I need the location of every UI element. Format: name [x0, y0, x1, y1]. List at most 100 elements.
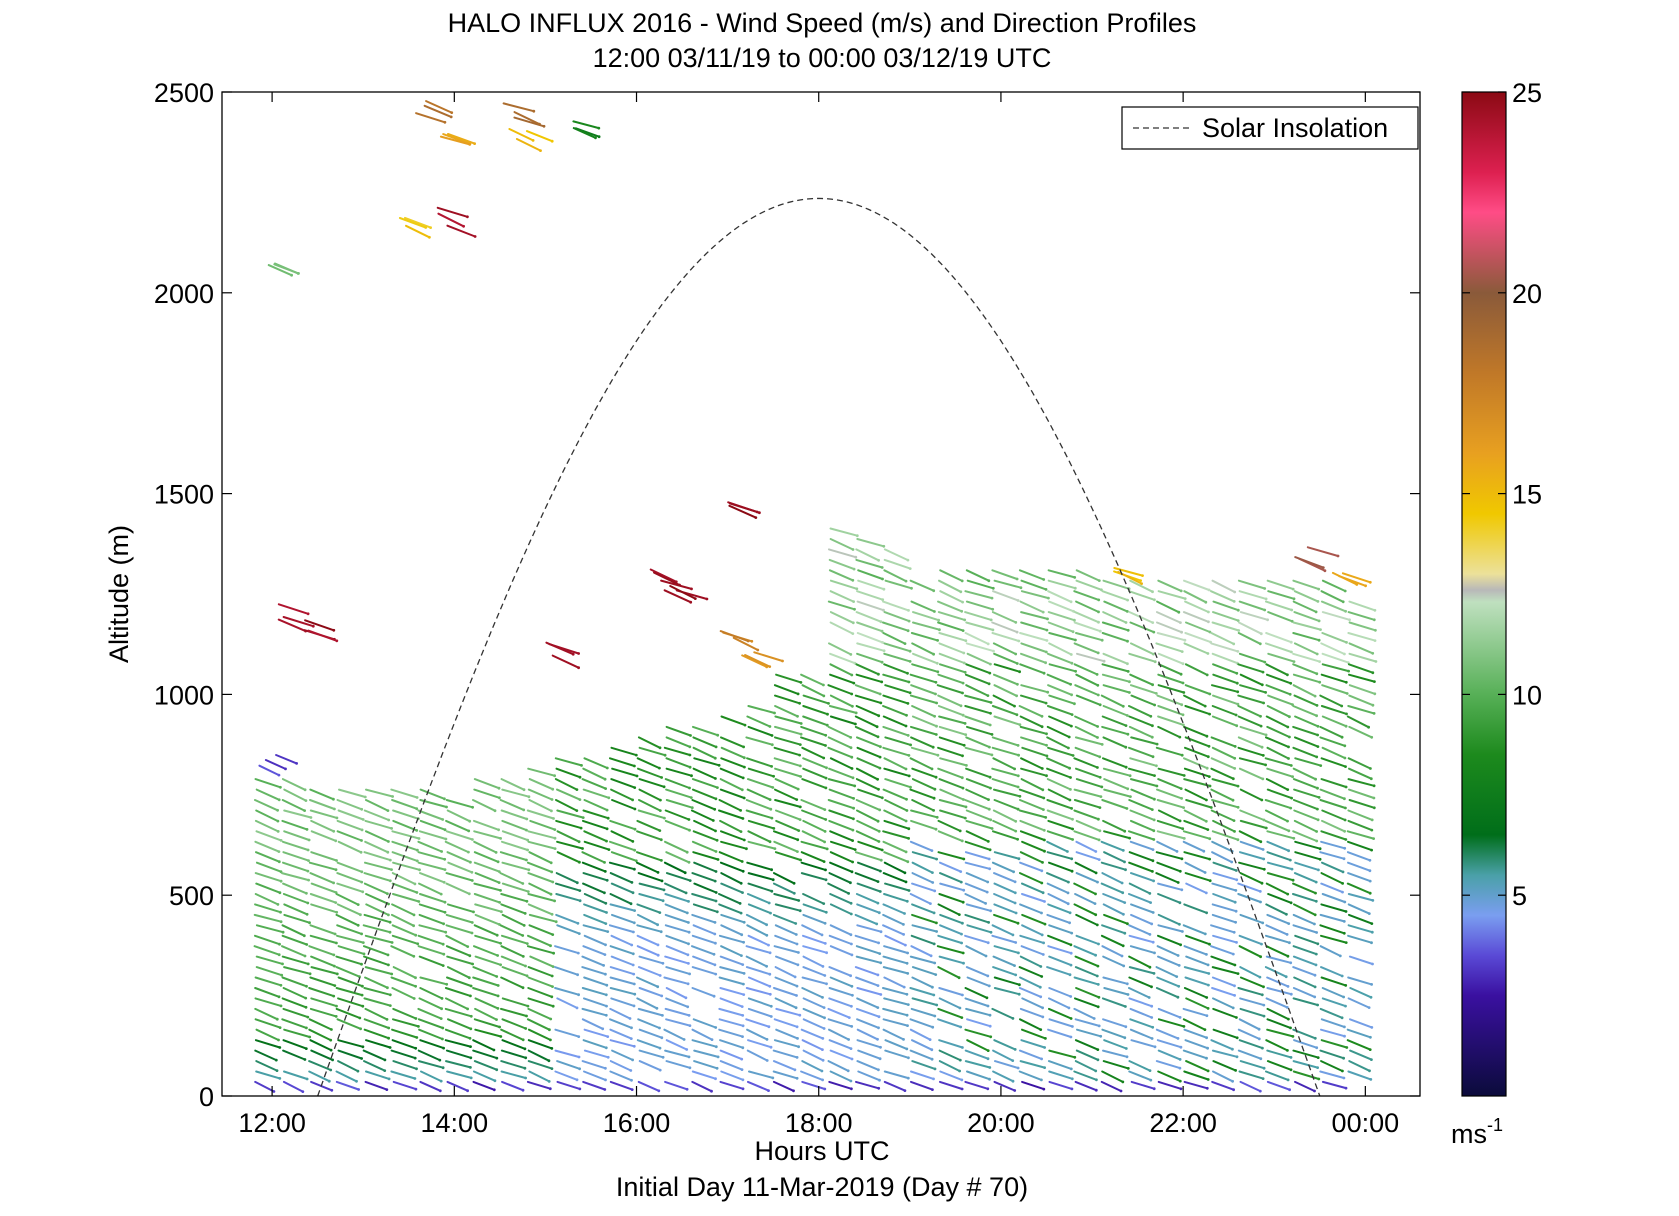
- wind-barb-head: [1289, 992, 1293, 996]
- wind-barb: [391, 903, 415, 916]
- wind-barb-head: [960, 839, 964, 843]
- wind-barb-head: [758, 511, 761, 515]
- wind-barb: [720, 757, 746, 769]
- wind-barb-head: [1178, 901, 1182, 905]
- wind-barb: [473, 1060, 498, 1071]
- wind-barb: [663, 861, 687, 874]
- wind-barb: [1183, 1080, 1209, 1090]
- wind-barb-head: [1070, 1077, 1074, 1081]
- wind-barb: [365, 830, 390, 843]
- wind-barb-head: [770, 816, 774, 820]
- wind-barb-head: [714, 891, 718, 894]
- wind-barb: [1321, 652, 1350, 664]
- wind-barb: [1183, 966, 1210, 975]
- wind-barb-head: [332, 797, 335, 801]
- wind-barb-head: [880, 848, 884, 852]
- wind-barb-head: [526, 1004, 530, 1008]
- wind-barb: [1319, 736, 1346, 747]
- wind-barb-head: [769, 1015, 773, 1018]
- wind-barb-head: [658, 1068, 662, 1072]
- wind-barb-head: [797, 951, 800, 954]
- wind-barb: [1156, 1039, 1182, 1049]
- wind-barb: [965, 684, 989, 697]
- wind-barb-head: [1099, 1034, 1103, 1038]
- wind-barb-head: [629, 1069, 633, 1072]
- wind-barb: [883, 997, 910, 1006]
- wind-barb: [1047, 569, 1076, 579]
- wind-barb-head: [1094, 1069, 1098, 1073]
- wind-barb-head: [938, 628, 941, 632]
- wind-barb-head: [1100, 743, 1104, 746]
- wind-barb: [308, 1028, 332, 1042]
- wind-barb: [308, 1070, 331, 1083]
- wind-barb: [909, 673, 937, 684]
- wind-barb: [253, 913, 283, 923]
- wind-barb-head: [1017, 951, 1020, 955]
- wind-barb-head: [1041, 891, 1045, 895]
- wind-barb-head: [740, 933, 744, 937]
- wind-barb: [500, 1049, 527, 1059]
- wind-barb-head: [550, 139, 554, 143]
- wind-barb-head: [418, 868, 421, 872]
- wind-barb: [392, 893, 420, 903]
- wind-barb: [1157, 955, 1181, 967]
- wind-barb-head: [281, 962, 284, 966]
- wind-barb: [1182, 1049, 1208, 1060]
- wind-barb: [1155, 872, 1180, 884]
- wind-barb: [664, 924, 691, 934]
- wind-barb: [746, 1028, 768, 1041]
- wind-barb-head: [594, 136, 597, 140]
- wind-barb: [882, 830, 910, 840]
- wind-barb-head: [902, 933, 905, 936]
- wind-barb: [856, 1007, 880, 1018]
- wind-barb: [362, 924, 391, 934]
- wind-barb-head: [1129, 795, 1132, 798]
- wind-barb-head: [415, 829, 419, 832]
- wind-barb-head: [580, 764, 583, 767]
- wind-barb: [1128, 882, 1151, 895]
- wind-barb-head: [1071, 754, 1075, 757]
- wind-barb: [1347, 924, 1374, 934]
- wind-barb: [1073, 590, 1100, 601]
- wind-barb: [499, 872, 524, 885]
- wind-barb: [1101, 799, 1128, 810]
- wind-barb: [1020, 621, 1048, 632]
- wind-barb-head: [1373, 608, 1377, 612]
- wind-barb-head: [413, 882, 417, 886]
- wind-barb: [855, 945, 881, 955]
- wind-barb-head: [878, 755, 882, 759]
- wind-barb: [609, 819, 636, 831]
- wind-barb: [1320, 872, 1344, 885]
- wind-barb: [254, 1018, 282, 1029]
- wind-barb-head: [1234, 713, 1238, 717]
- wind-barb-head: [550, 912, 554, 916]
- wind-barb-head: [1342, 931, 1346, 935]
- wind-barb: [609, 945, 635, 955]
- wind-barb: [691, 934, 717, 945]
- wind-barb-head: [1206, 1069, 1210, 1073]
- wind-barb-head: [498, 901, 501, 904]
- wind-barb: [419, 893, 446, 904]
- x-tick-label: 00:00: [1332, 1108, 1400, 1138]
- wind-barb-head: [542, 124, 546, 128]
- wind-barb-head: [387, 1036, 390, 1040]
- wind-barb: [472, 976, 500, 987]
- wind-barb-head: [987, 984, 991, 988]
- wind-barb-head: [987, 921, 990, 924]
- wind-barb-head: [795, 994, 798, 997]
- wind-barb: [882, 715, 907, 727]
- wind-barb: [829, 579, 858, 590]
- wind-barb: [1266, 851, 1292, 862]
- wind-barbs-layer: [253, 100, 1378, 1093]
- wind-barb-head: [879, 869, 882, 873]
- wind-barb: [363, 872, 392, 882]
- wind-barb-head: [933, 889, 937, 893]
- wind-barb-head: [385, 1088, 389, 1091]
- wind-barb-head: [961, 691, 964, 695]
- wind-barb: [474, 1028, 502, 1038]
- wind-barb-head: [1043, 900, 1046, 903]
- wind-barb: [1103, 1039, 1128, 1050]
- wind-barb: [636, 861, 659, 874]
- wind-barb: [525, 130, 554, 143]
- wind-barb-head: [878, 766, 882, 770]
